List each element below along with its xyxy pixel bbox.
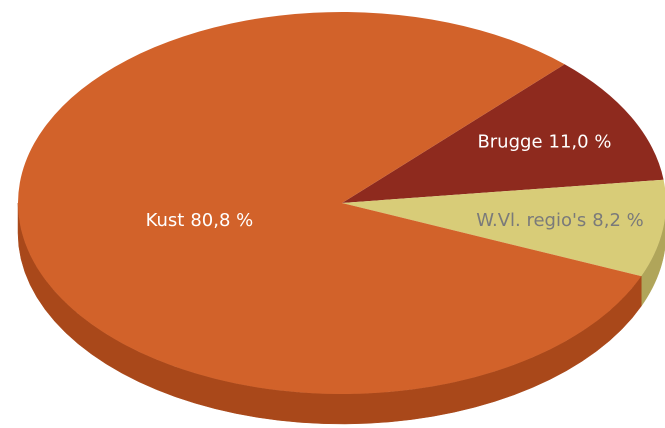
slice-category: W.Vl. regio's <box>476 210 586 231</box>
slice-label: Brugge 11,0 % <box>477 132 611 153</box>
slice-label: Kust 80,8 % <box>146 210 254 231</box>
slice <box>17 11 642 394</box>
slice-category: Brugge <box>477 132 542 153</box>
slice-label: W.Vl. regio's 8,2 % <box>476 210 644 231</box>
slice <box>342 179 665 277</box>
slice <box>342 64 664 203</box>
slice-value-label: 8,2 % <box>592 210 643 231</box>
slice-category: Kust <box>146 210 185 231</box>
slice-value-label: 80,8 % <box>190 210 253 231</box>
slice-value-label: 11,0 % <box>549 132 612 153</box>
